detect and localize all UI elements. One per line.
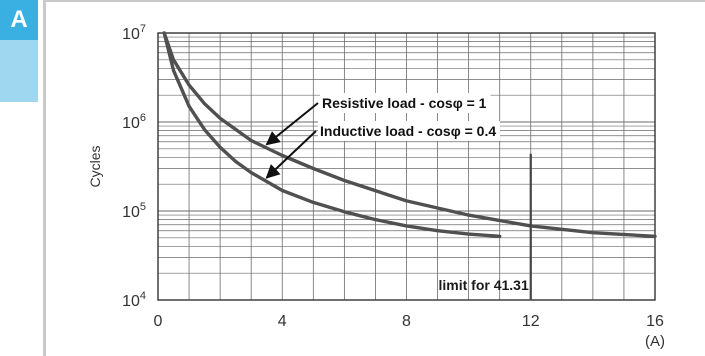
x-tick-label: 4 [278,313,287,330]
x-tick-label: 8 [402,313,411,330]
left-border [43,0,46,356]
section-tab-accent [0,40,38,102]
annotation-label: Inductive load - cosφ = 0.4 [320,123,496,139]
top-border [43,0,705,2]
series-line-resistive [162,31,657,239]
x-tick-label: 16 [646,313,664,330]
x-tick-label: 0 [154,313,163,330]
y-tick-label: 104 [122,290,146,310]
y-tick-label: 106 [122,112,146,132]
annotation-background [320,93,491,113]
y-tick-label: 105 [122,201,146,221]
plot-frame [157,32,656,301]
y-tick-label: 107 [122,23,146,43]
annotation-arrow [265,102,319,146]
section-tab-a: A [0,0,38,40]
annotation-label: Resistive load - cosφ = 1 [322,95,487,111]
limit-label: limit for 41.31 [438,277,528,293]
y-axis-label: Cycles [87,145,103,187]
annotation-arrow [265,130,317,179]
x-tick-label: 12 [522,313,540,330]
x-unit-label: (A) [645,333,665,350]
annotation-background [318,121,501,141]
series-line-inductive [162,31,502,239]
